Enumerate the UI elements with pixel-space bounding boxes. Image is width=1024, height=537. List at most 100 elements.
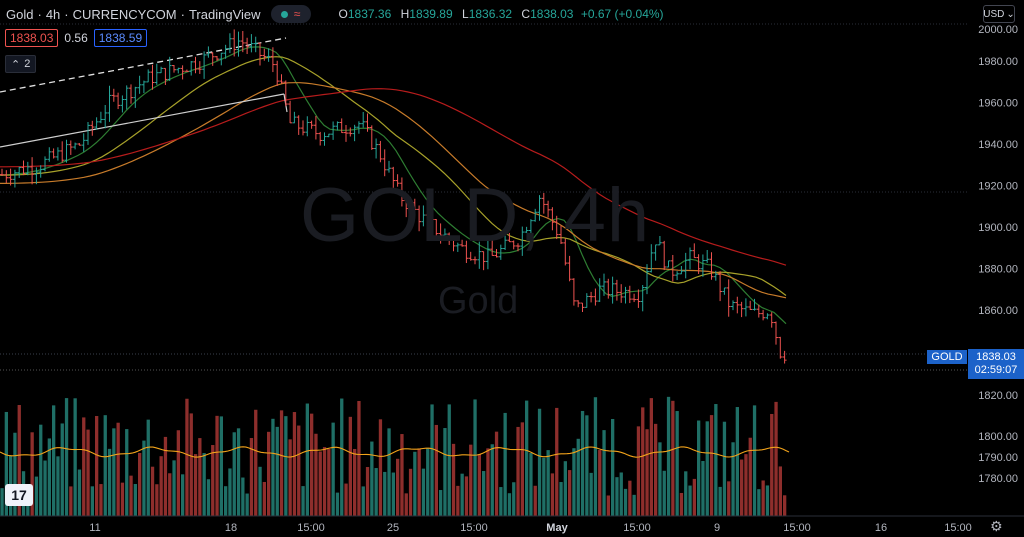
volume-bar [357, 400, 361, 516]
volume-bar [611, 418, 615, 516]
volume-bar [370, 441, 374, 516]
volume-bar [215, 415, 219, 516]
indicators-toggle-button[interactable]: ⌃ 2 [5, 55, 37, 73]
volume-bar [744, 454, 748, 516]
high-label: H [400, 7, 410, 21]
volume-bar [761, 480, 765, 516]
separator: · [180, 6, 185, 22]
volume-bar [30, 432, 34, 516]
market-status[interactable]: ≈ [270, 5, 311, 23]
volume-bar [662, 470, 666, 516]
volume-bar [606, 495, 610, 516]
channel-lower-line[interactable] [0, 93, 285, 148]
volume-bar [602, 430, 606, 516]
volume-bar [537, 408, 542, 516]
volume-bar [52, 405, 56, 516]
time-tick-label: 15:00 [783, 522, 811, 534]
volume-bar [494, 431, 499, 516]
volume-bar [129, 475, 133, 516]
volume-bar [439, 490, 443, 516]
time-tick-label: 15:00 [460, 522, 488, 534]
volume-bar [348, 416, 352, 516]
sell-button[interactable]: 1838.03 [5, 29, 59, 47]
volume-bar [133, 484, 137, 516]
tradingview-logo[interactable]: 17 [5, 484, 33, 506]
volume-bar [305, 403, 309, 516]
volume-bar [576, 438, 580, 516]
trade-panel: 1838.03 0.56 1838.59 [5, 29, 148, 47]
time-tick-label: 18 [225, 522, 237, 534]
volume-bar [473, 399, 477, 516]
volume-bar [236, 428, 241, 516]
volume-bar [628, 480, 632, 516]
currency-button[interactable]: USD ⌄ [983, 5, 1015, 23]
volume-bar [219, 416, 223, 516]
gear-icon[interactable]: ⚙ [990, 518, 1003, 534]
volume-bar [460, 473, 464, 516]
ma-medium-line [0, 56, 787, 296]
volume-bar [533, 485, 537, 516]
volume-bar [503, 412, 507, 516]
low-value: 1836.32 [468, 7, 513, 21]
last-price: 1838.03 [976, 351, 1016, 363]
separator: · [64, 6, 69, 22]
interval[interactable]: 4h [45, 6, 61, 22]
volume-bar [408, 468, 413, 516]
symbol-header[interactable]: Gold · 4h · CURRENCYCOM · TradingView ≈ … [6, 4, 664, 24]
price-axis[interactable]: 1980.00 1960.00 1940.00 1920.00 1900.00 1880.… [968, 0, 1024, 516]
volume-bar [310, 413, 314, 516]
volume-bar [292, 412, 297, 516]
volume-bar [249, 438, 254, 516]
volume-bar [159, 456, 163, 516]
last-price-label: 1838.03 02:59:07 [968, 349, 1024, 379]
change-value: +0.67 (+0.04%) [580, 7, 664, 21]
volume-bar [39, 424, 43, 516]
price-tick-label: 1940.00 [978, 139, 1018, 151]
volume-bar [228, 468, 232, 516]
volume-bar [718, 486, 722, 516]
volume-bar [288, 439, 292, 516]
high-value: 1839.89 [409, 7, 453, 21]
volume-bar [34, 476, 39, 516]
volume-ma-line [0, 446, 790, 458]
volume-bar [138, 452, 142, 516]
volume-bar [688, 485, 692, 516]
volume-bar [69, 486, 73, 516]
volume-bar [709, 415, 714, 516]
time-axis[interactable]: 11 18 15:00 25 15:00 May 15:00 9 15:00 16 15:00 [0, 515, 1024, 534]
volume-bar [262, 481, 266, 516]
volume-bar [374, 468, 378, 516]
volume-bar [641, 407, 645, 516]
separator: · [37, 6, 42, 22]
volume-bar [568, 470, 572, 516]
volume-bar [486, 448, 490, 516]
time-tick-label: May [546, 522, 568, 534]
volume-bar [155, 484, 159, 516]
volume-bar [417, 448, 421, 516]
volume-bar [752, 405, 757, 516]
volume-bar [335, 492, 340, 516]
volume-bar [297, 425, 301, 516]
volume-bar [550, 473, 555, 516]
volume-bar [172, 460, 176, 516]
volume-bar [168, 473, 172, 516]
volume-bar [649, 398, 653, 516]
volume-bar [456, 485, 460, 516]
time-tick-label: 15:00 [944, 522, 972, 534]
close-label: C [521, 7, 531, 21]
volume-bar [589, 472, 593, 516]
currency-label: USD [983, 8, 1005, 20]
volume-bar [770, 413, 774, 516]
volume-bar [469, 444, 473, 516]
volume-bar [142, 440, 146, 516]
volume-bar [430, 404, 434, 516]
volume-bar [245, 493, 249, 516]
price-tick-label: 1880.00 [978, 264, 1018, 276]
price-tick-label: 1860.00 [978, 305, 1018, 317]
symbol-name[interactable]: Gold [6, 6, 34, 22]
volume-bar [559, 482, 563, 516]
volume-bar [344, 483, 348, 516]
volume-bar [520, 422, 524, 516]
buy-button[interactable]: 1838.59 [93, 29, 148, 47]
